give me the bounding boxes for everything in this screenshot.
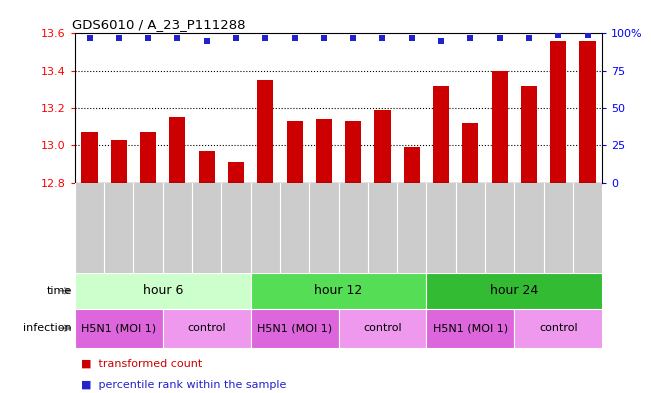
Bar	[550, 41, 566, 183]
Text: GDS6010 / A_23_P111288: GDS6010 / A_23_P111288	[72, 18, 245, 31]
Point	[260, 35, 271, 41]
Bar	[404, 147, 420, 183]
Text: ■  transformed count: ■ transformed count	[81, 358, 202, 369]
Bar	[492, 71, 508, 183]
Point	[523, 35, 534, 41]
Bar	[579, 41, 596, 183]
Point	[173, 35, 183, 41]
Text: control: control	[363, 323, 402, 333]
Point	[465, 35, 476, 41]
Bar	[316, 119, 332, 183]
Text: H5N1 (MOI 1): H5N1 (MOI 1)	[257, 323, 332, 333]
Bar	[521, 86, 537, 183]
Bar	[426, 273, 602, 309]
Point	[231, 35, 242, 41]
Point	[289, 35, 299, 41]
Bar	[251, 309, 339, 348]
Bar	[433, 86, 449, 183]
Point	[378, 35, 388, 41]
Bar	[514, 309, 602, 348]
Bar	[251, 273, 426, 309]
Point	[348, 35, 358, 41]
Bar	[339, 309, 426, 348]
Text: hour 6: hour 6	[143, 284, 183, 298]
Point	[436, 38, 447, 44]
Bar	[228, 162, 244, 183]
Bar	[169, 118, 186, 183]
Text: control: control	[187, 323, 226, 333]
Text: hour 24: hour 24	[490, 284, 538, 298]
Point	[495, 35, 505, 41]
Point	[553, 32, 564, 38]
Point	[143, 35, 154, 41]
Text: H5N1 (MOI 1): H5N1 (MOI 1)	[81, 323, 156, 333]
Point	[319, 35, 329, 41]
Text: control: control	[539, 323, 577, 333]
Bar	[426, 309, 514, 348]
Text: hour 12: hour 12	[314, 284, 363, 298]
Bar	[111, 140, 127, 183]
Bar	[374, 110, 391, 183]
Text: H5N1 (MOI 1): H5N1 (MOI 1)	[433, 323, 508, 333]
Bar	[163, 309, 251, 348]
Bar	[199, 151, 215, 183]
Bar	[286, 121, 303, 183]
Point	[85, 35, 95, 41]
Point	[202, 38, 212, 44]
Bar	[75, 273, 251, 309]
Bar	[257, 80, 273, 183]
Bar	[81, 132, 98, 183]
Bar	[140, 132, 156, 183]
Bar	[345, 121, 361, 183]
Point	[114, 35, 124, 41]
Bar	[75, 309, 163, 348]
Text: ■  percentile rank within the sample: ■ percentile rank within the sample	[81, 380, 286, 390]
Text: infection: infection	[23, 323, 72, 333]
Text: time: time	[46, 286, 72, 296]
Point	[583, 32, 593, 38]
Bar	[462, 123, 478, 183]
Point	[406, 35, 417, 41]
